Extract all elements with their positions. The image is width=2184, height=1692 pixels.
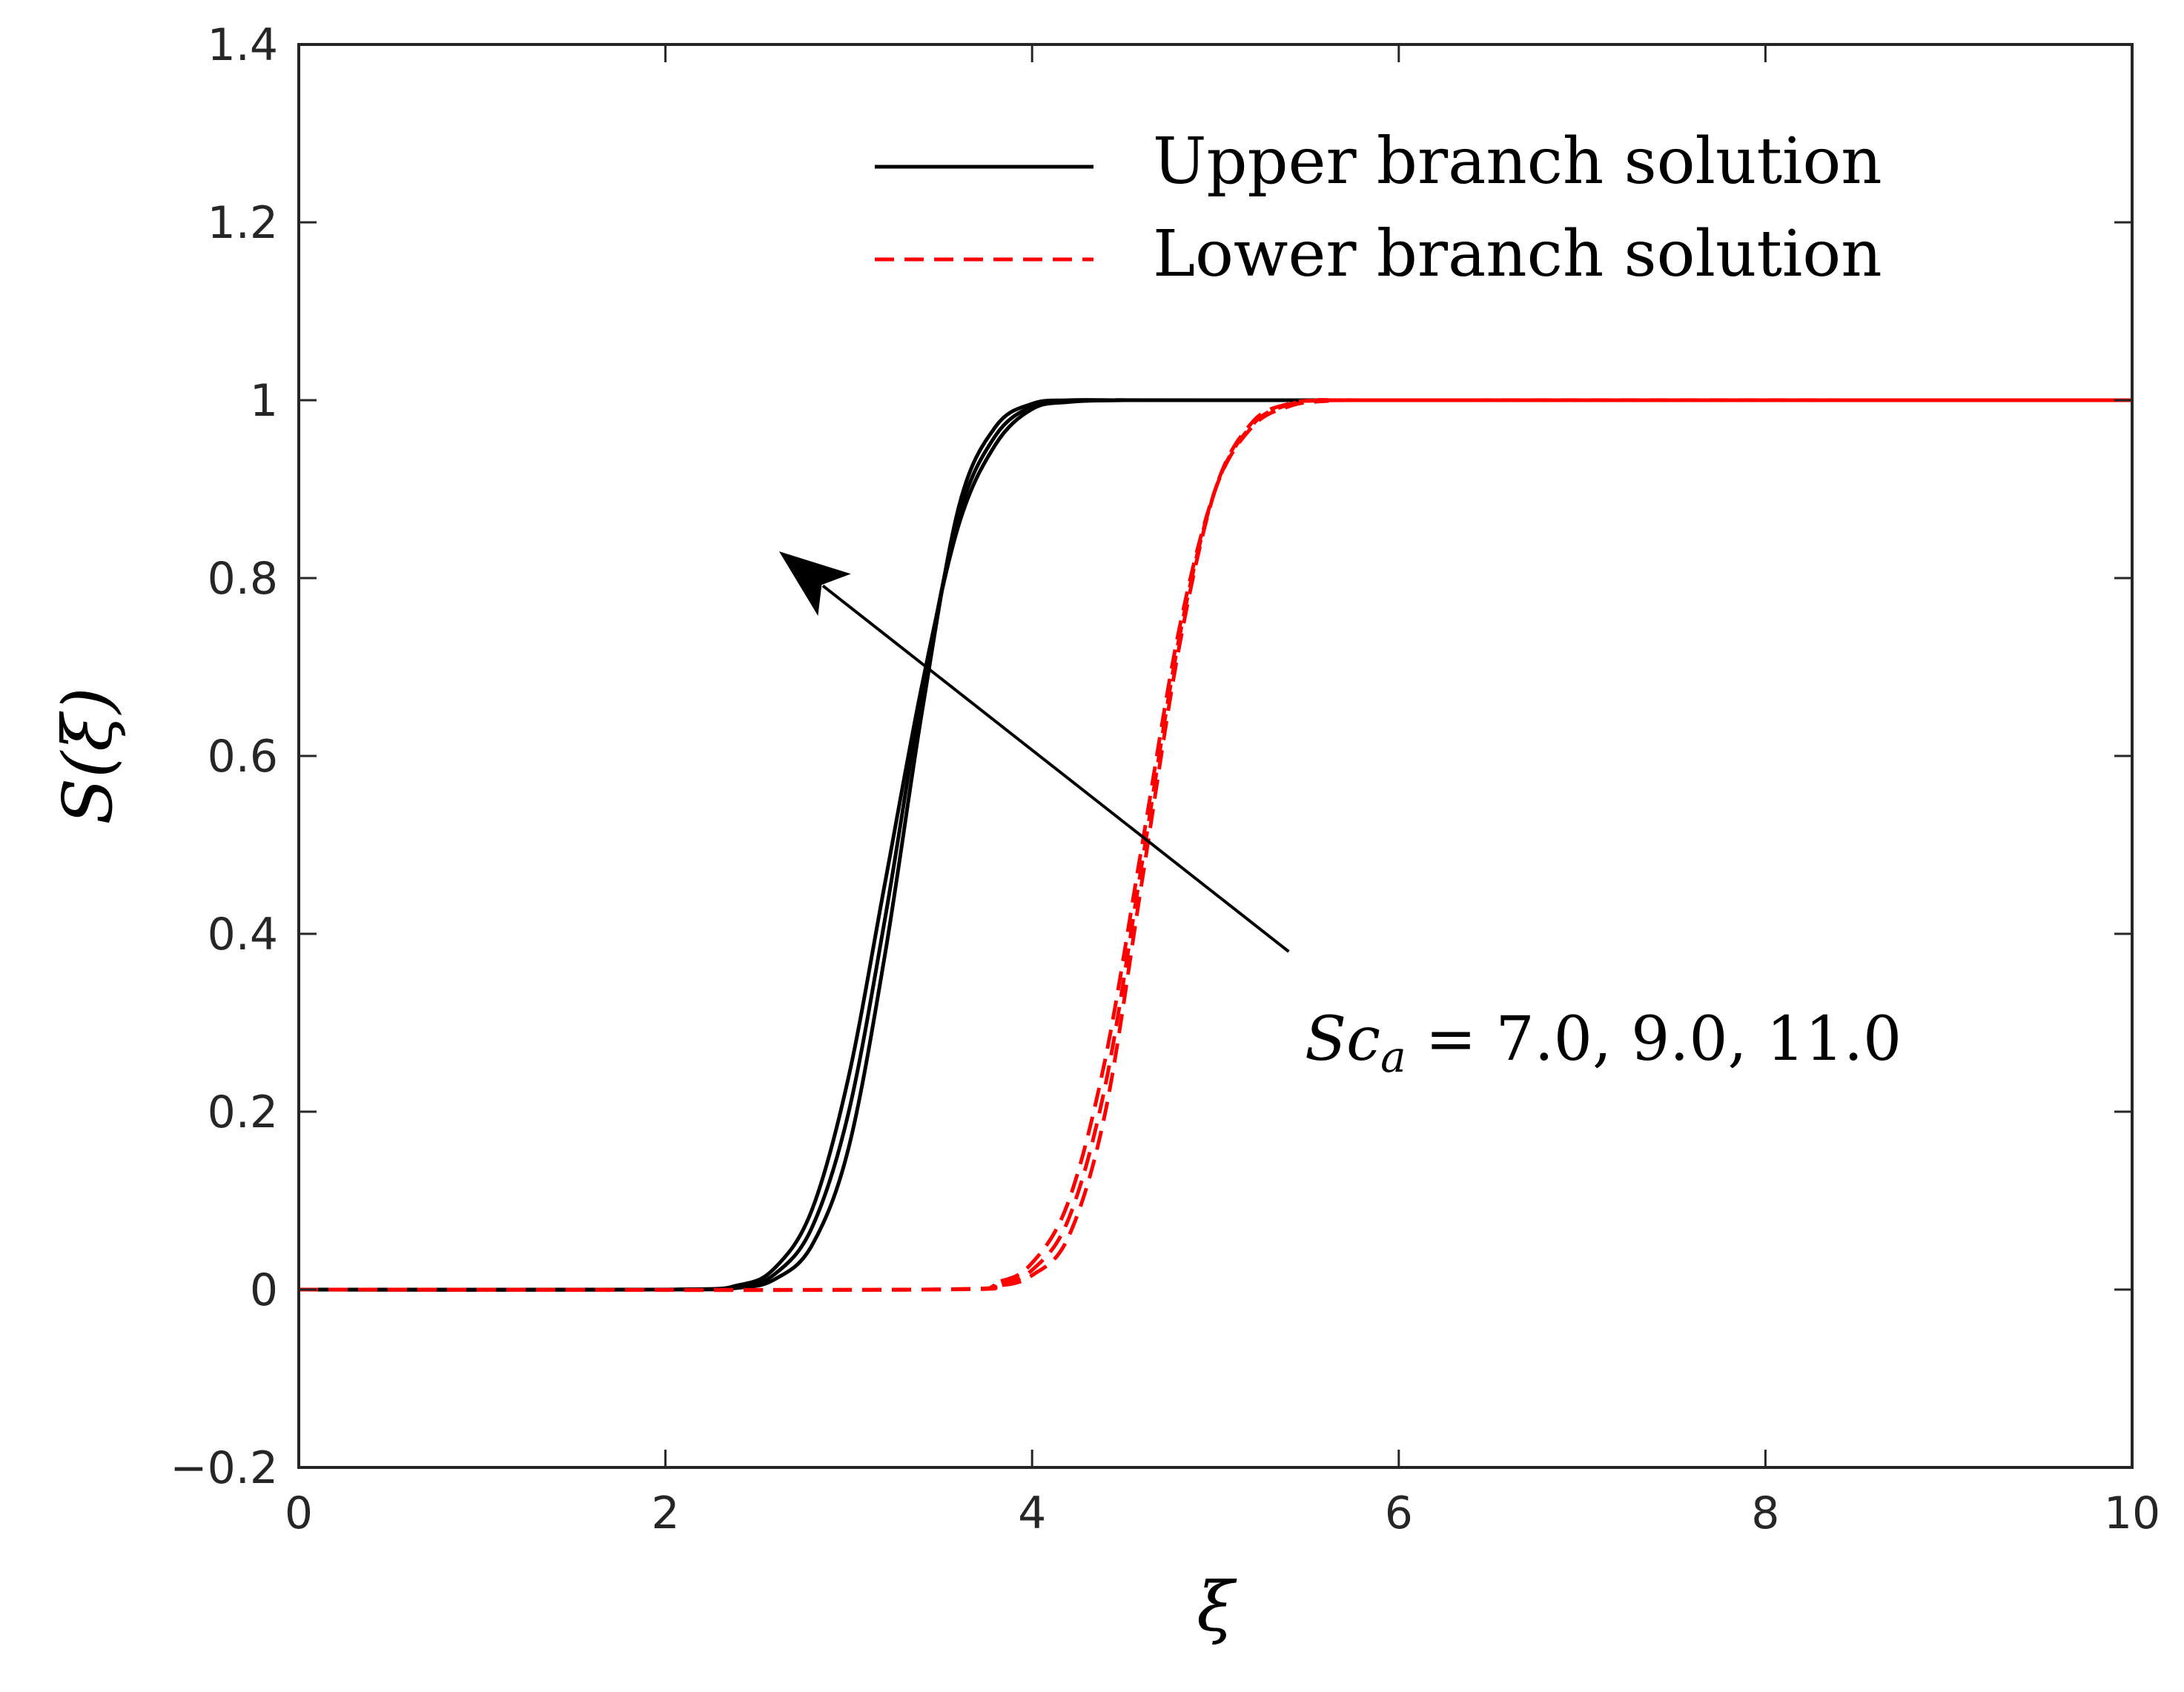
annotation: Sca = 7.0, 9.0, 11.0 — [778, 551, 1902, 1082]
y-tick-label: 0 — [250, 1264, 278, 1316]
annotation-text: Sca = 7.0, 9.0, 11.0 — [1305, 1004, 1902, 1082]
y-tick-label: 0.6 — [208, 731, 278, 783]
tick-labels: 0 2 4 6 8 10−0.200.20.40.60.811.21.4 — [170, 19, 2160, 1539]
x-tick-label: 2 — [652, 1487, 680, 1539]
annotation-subscript: a — [1380, 1032, 1406, 1082]
y-axis-label: S(ξ) — [48, 687, 128, 824]
legend-label-upper: Upper branch solution — [1153, 125, 1882, 199]
series-line-lower-5 — [298, 398, 2132, 1292]
y-tick-label: 0.2 — [208, 1086, 278, 1138]
x-tick-label: 6 — [1385, 1487, 1413, 1539]
x-axis-label: ξ — [1197, 1567, 1237, 1647]
annotation-arrow-head — [778, 551, 851, 616]
legend-label-lower: Lower branch solution — [1153, 217, 1882, 291]
y-tick-label: 1 — [250, 375, 278, 427]
plot-lines — [298, 398, 2133, 1293]
y-tick-label: 0.4 — [208, 909, 278, 961]
annotation-sc: Sc — [1305, 1004, 1380, 1075]
annotation-values: = 7.0, 9.0, 11.0 — [1406, 1004, 1902, 1075]
annotation-arrow — [821, 584, 1290, 953]
x-tick-label: 4 — [1018, 1487, 1046, 1539]
legend: Upper branch solution Lower branch solut… — [875, 125, 1882, 291]
y-tick-label: 1.4 — [208, 19, 278, 71]
series-line-upper-2 — [298, 398, 2132, 1292]
y-tick-label: 0.8 — [208, 553, 278, 605]
x-tick-label: 8 — [1751, 1487, 1779, 1539]
axis-ticks — [297, 43, 2134, 1469]
x-tick-label: 10 — [2104, 1487, 2160, 1539]
y-tick-label: −0.2 — [170, 1442, 278, 1494]
y-tick-label: 1.2 — [208, 197, 278, 249]
x-tick-label: 0 — [285, 1487, 313, 1539]
